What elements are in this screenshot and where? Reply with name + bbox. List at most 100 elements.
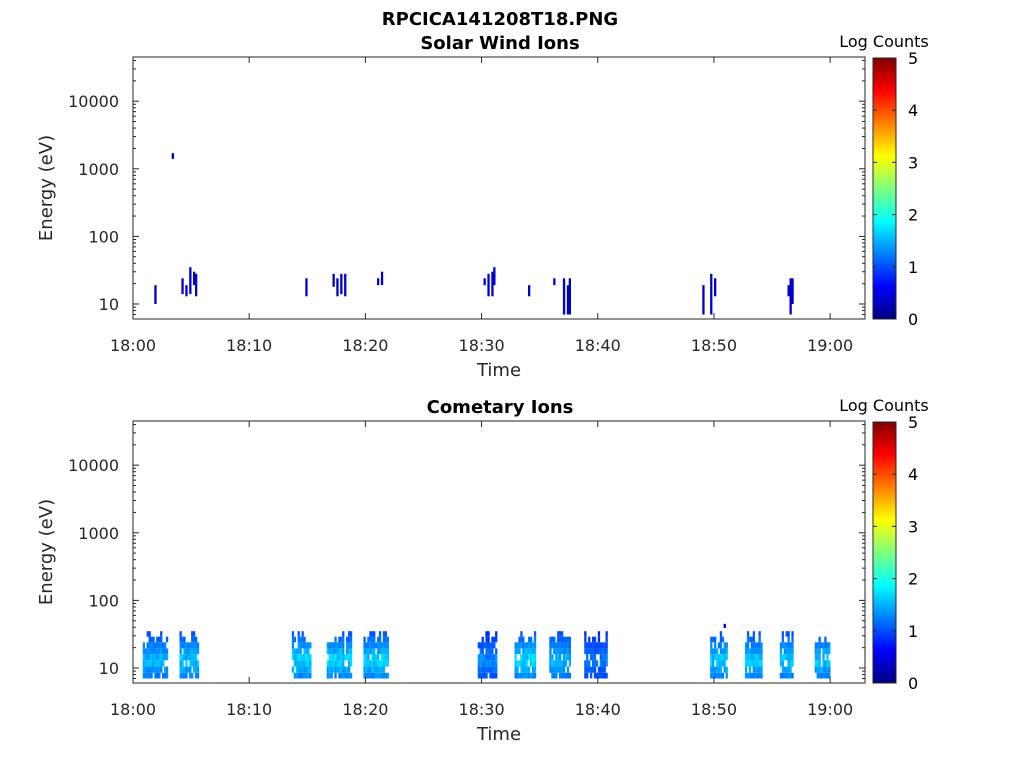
spectrogram-cell: [181, 654, 184, 661]
spectrogram-cell: [533, 642, 537, 649]
spectrogram-cell: [369, 636, 372, 643]
spectrogram-cell: [338, 666, 341, 673]
spectrogram-cell: [299, 636, 302, 643]
spectrogram-cell: [307, 648, 310, 655]
spectrogram-cell: [382, 672, 386, 679]
spectrogram-cell: [787, 631, 790, 637]
spectrogram-cell: [712, 636, 715, 643]
spectrogram-cell: [303, 672, 306, 679]
spectrogram-cell: [566, 285, 570, 315]
spectrogram-cell: [365, 666, 368, 673]
spectrogram-cell: [305, 278, 308, 297]
spectrogram-cell: [332, 648, 335, 655]
spectrogram-cell: [561, 642, 564, 649]
spectrogram-cell: [185, 642, 188, 649]
spectrogram-cell: [524, 654, 527, 661]
spectrogram-cell: [555, 660, 558, 667]
spectrogram-cell: [593, 672, 597, 679]
spectrogram-cell: [378, 660, 382, 667]
spectrogram-cell: [479, 666, 482, 673]
spectrogram-cell: [824, 672, 827, 679]
spectrogram-cell: [748, 666, 752, 673]
spectrogram-cell: [592, 654, 595, 661]
spectrogram-cell: [365, 642, 368, 649]
spectrogram-cell: [183, 648, 186, 655]
spectrogram-cell: [746, 672, 750, 679]
spectrogram-cell: [365, 660, 368, 667]
spectrogram-cell: [584, 631, 587, 637]
spectrogram-cell: [551, 636, 554, 643]
spectrogram-cell: [561, 660, 564, 667]
spectrogram-cell: [758, 672, 761, 679]
axes-frame: [132, 56, 866, 320]
spectrogram-cell: [384, 660, 387, 667]
spectrogram-cell: [369, 631, 372, 637]
spectrogram-cell: [195, 654, 198, 661]
spectrogram-cell: [756, 672, 759, 679]
spectrogram-cell: [152, 660, 155, 667]
spectrogram-cell: [148, 636, 151, 643]
spectrogram-cell: [334, 642, 337, 649]
spectrogram-cell: [562, 642, 566, 649]
spectrogram-cell: [781, 631, 784, 637]
spectrogram-cell: [162, 672, 165, 679]
spectrogram-cell: [158, 660, 161, 667]
spectrogram-cell: [528, 285, 531, 297]
spectrogram-cell: [531, 642, 535, 649]
spectrogram-cell: [746, 631, 750, 637]
spectrogram-cell: [549, 666, 552, 673]
spectrogram-cell: [828, 660, 831, 667]
spectrogram-cell: [479, 654, 482, 661]
spectrogram-cell: [164, 654, 167, 661]
spectrogram-cell: [783, 672, 786, 679]
spectrogram-cell: [723, 648, 726, 655]
spectrogram-cell: [195, 636, 198, 643]
spectrogram-cell: [719, 648, 723, 655]
spectrogram-cell: [717, 654, 721, 661]
spectrogram-cell: [196, 660, 200, 667]
spectrogram-cell: [483, 660, 486, 667]
spectrogram-cell: [561, 672, 564, 679]
spectrogram-cell: [758, 666, 761, 673]
spectrogram-cell: [748, 660, 752, 667]
spectrogram-cell: [714, 648, 717, 655]
spectrogram-cell: [380, 654, 384, 661]
spectrogram-cell: [344, 273, 347, 297]
spectrogram-cell: [156, 666, 159, 673]
spectrogram-cell: [750, 660, 753, 667]
spectrogram-cell: [599, 642, 602, 649]
spectrogram-cell: [779, 672, 783, 679]
spectrogram-cell: [524, 672, 527, 679]
spectrogram-cell: [717, 672, 721, 679]
spectrogram-cell: [601, 648, 604, 655]
spectrogram-cell: [491, 672, 494, 679]
spectrogram-cell: [826, 648, 829, 655]
spectrogram-cell: [185, 666, 188, 673]
y-tick-label: 1000: [78, 160, 119, 179]
spectrogram-cell: [719, 666, 723, 673]
spectrogram-cell: [369, 642, 372, 649]
spectrogram-cell: [179, 672, 182, 679]
spectrogram-cell: [816, 660, 819, 667]
spectrogram-cell: [373, 631, 376, 637]
spectrogram-cell: [719, 642, 723, 649]
spectrogram-cell: [818, 642, 821, 649]
spectrogram-cell: [142, 666, 145, 673]
spectrogram-cell: [750, 648, 753, 655]
spectrogram-cell: [748, 648, 752, 655]
spectrogram-cell: [164, 642, 167, 649]
spectrogram-cell: [305, 654, 308, 661]
spectrogram-cell: [160, 636, 163, 643]
spectrogram-cell: [179, 642, 182, 649]
spectrogram-cell: [715, 660, 719, 667]
spectrogram-cell: [518, 648, 521, 655]
spectrogram-cell: [781, 642, 784, 649]
spectrogram-cell: [746, 654, 750, 661]
spectrogram-cell: [363, 642, 366, 649]
colorbar-tick-label: 3: [908, 153, 918, 172]
spectrogram-cell: [378, 648, 382, 655]
spectrogram-cell: [559, 660, 562, 667]
spectrogram-cell: [760, 642, 763, 649]
spectrogram-cell: [595, 660, 599, 667]
spectrogram-cell: [371, 642, 374, 649]
